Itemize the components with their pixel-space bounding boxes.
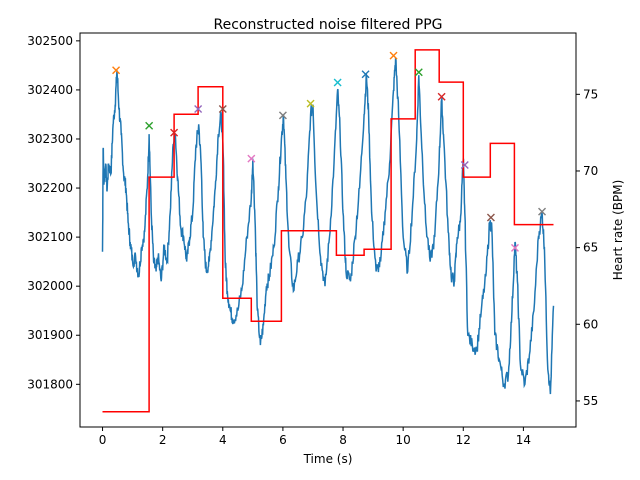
right-y-tick-label: 70 xyxy=(583,164,598,178)
x-axis-label: Time (s) xyxy=(303,452,353,466)
x-tick-label: 0 xyxy=(99,433,107,447)
right-y-tick-label: 65 xyxy=(583,241,598,255)
left-y-tick-label: 302100 xyxy=(27,230,73,244)
peak-marker xyxy=(145,121,154,130)
left-y-tick-label: 302200 xyxy=(27,181,73,195)
peak-marker xyxy=(414,68,423,77)
peak-marker xyxy=(112,66,121,75)
left-y-tick-label: 301900 xyxy=(27,328,73,342)
x-tick-label: 4 xyxy=(219,433,227,447)
x-tick-label: 14 xyxy=(516,433,531,447)
peak-marker xyxy=(306,99,315,108)
right-y-tick-label: 60 xyxy=(583,317,598,331)
peak-marker xyxy=(486,213,495,222)
ppg-signal-line xyxy=(101,57,555,395)
peak-marker xyxy=(361,70,370,79)
right-y-axis-label: Heart rate (BPM) xyxy=(611,180,625,281)
peak-marker xyxy=(460,160,469,169)
right-y-tick-label: 55 xyxy=(583,394,598,408)
peak-marker xyxy=(389,51,398,60)
x-tick-label: 8 xyxy=(339,433,347,447)
x-tick-label: 2 xyxy=(159,433,167,447)
right-y-tick-label: 75 xyxy=(583,87,598,101)
axes-ticks: 0 2 4 6 8 10 12 14 301800 301900 302000 302100 30220… xyxy=(27,34,598,447)
chart-title: Reconstructed noise filtered PPG xyxy=(213,17,442,33)
peak-marker xyxy=(278,111,287,120)
left-y-tick-label: 302000 xyxy=(27,279,73,293)
left-y-tick-label: 302300 xyxy=(27,132,73,146)
peak-marker xyxy=(194,105,203,114)
x-tick-label: 6 xyxy=(279,433,287,447)
plot-area xyxy=(101,49,555,413)
peak-marker xyxy=(333,78,342,87)
peak-marker xyxy=(218,105,227,114)
left-y-tick-label: 302500 xyxy=(27,34,73,48)
peak-marker xyxy=(538,207,547,216)
peak-marker xyxy=(437,92,446,101)
left-y-tick-label: 301800 xyxy=(27,377,73,391)
plot-frame xyxy=(79,32,577,428)
heart-rate-line xyxy=(102,49,554,413)
left-y-tick-label: 302400 xyxy=(27,83,73,97)
peak-marker xyxy=(247,154,256,163)
x-tick-label: 12 xyxy=(456,433,471,447)
peak-marker xyxy=(170,128,179,137)
x-tick-label: 10 xyxy=(396,433,411,447)
peak-marker xyxy=(510,243,519,252)
